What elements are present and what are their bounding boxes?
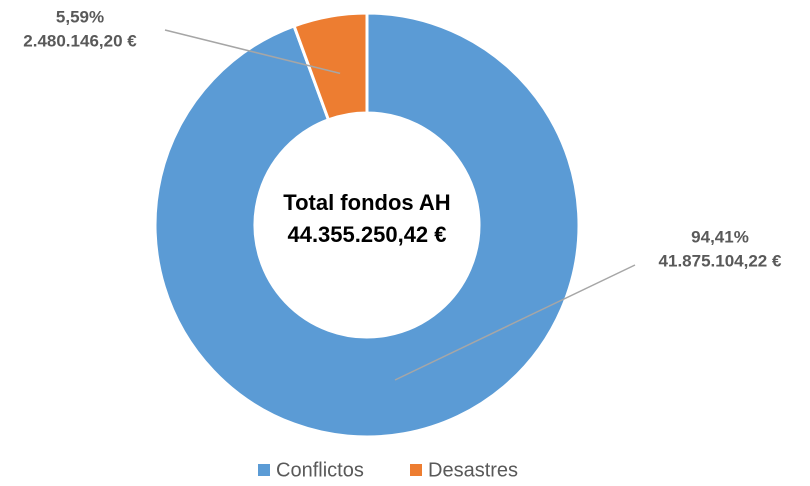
donut-slice	[153, 11, 581, 439]
legend-label: Desastres	[428, 459, 518, 481]
legend-label: Conflictos	[276, 459, 364, 481]
donut-slice	[292, 11, 369, 122]
amount-label: 2.480.146,20 €	[23, 31, 137, 50]
center-total: 44.355.250,42 €	[287, 222, 446, 247]
leader-line	[164, 29, 341, 75]
amount-label: 41.875.104,22 €	[659, 251, 782, 270]
value-label: 94,41%	[691, 227, 749, 246]
center-title: Total fondos AH	[283, 190, 450, 215]
legend-swatch	[258, 464, 270, 476]
legend-swatch	[410, 464, 422, 476]
value-label: 5,59%	[56, 7, 104, 26]
leader-line	[394, 264, 636, 381]
